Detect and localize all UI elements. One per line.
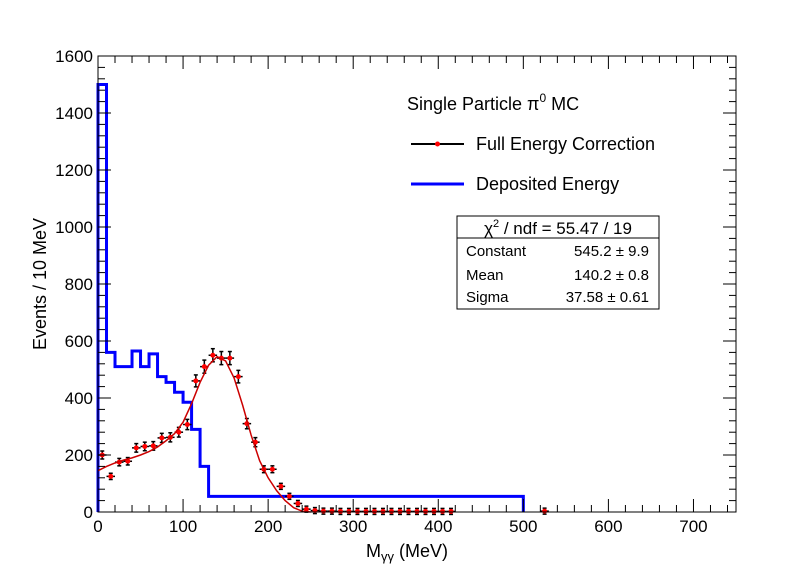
point-marker: [142, 443, 148, 449]
point-marker: [303, 506, 309, 512]
data-point: [123, 456, 133, 466]
data-point: [370, 507, 379, 516]
data-point: [378, 507, 388, 516]
data-point: [225, 350, 235, 366]
point-marker: [542, 508, 548, 514]
data-point: [412, 507, 422, 516]
data-point: [336, 507, 345, 516]
point-marker: [371, 508, 377, 514]
data-point: [106, 472, 116, 481]
point-marker: [380, 508, 386, 514]
legend-marker-dot: [435, 141, 440, 147]
stats-label-sigma: Sigma: [466, 289, 509, 306]
series-fit-curve: [97, 355, 311, 513]
y-tick-label: 1200: [55, 161, 93, 180]
data-point: [293, 499, 303, 508]
y-tick-label: 600: [65, 332, 93, 351]
point-marker: [346, 508, 352, 514]
fit-stats-box: χ2 / ndf = 55.47 / 19 Constant 545.2 ± 9…: [456, 215, 660, 310]
x-axis-title: Mγγ (MeV): [366, 541, 448, 564]
data-point: [429, 507, 439, 516]
point-marker: [405, 508, 411, 514]
data-point: [353, 507, 362, 516]
x-tick-labels: 0 100 200 300 400 500 600 700: [93, 517, 707, 536]
point-marker: [150, 443, 156, 449]
y-tick-labels: 0 200 400 600 800 1000 1200 1400 1600: [55, 47, 93, 522]
y-tick-label: 1400: [55, 104, 93, 123]
series-deposited-energy-step: [96, 83, 525, 512]
y-tick-label: 0: [84, 503, 93, 522]
legend-header: Single Particle π0 MC: [407, 91, 579, 114]
point-marker: [320, 508, 326, 514]
point-marker: [354, 508, 360, 514]
point-marker: [286, 493, 292, 499]
y-tick-label: 200: [65, 446, 93, 465]
data-point: [395, 507, 405, 516]
data-point: [438, 507, 447, 516]
data-point: [446, 507, 456, 516]
point-marker: [269, 466, 275, 472]
point-marker: [397, 508, 403, 514]
stats-value-constant: 545.2 ± 9.9: [574, 243, 649, 260]
x-tick-label: 300: [339, 517, 367, 536]
point-marker: [448, 508, 454, 514]
y-axis-title: Events / 10 MeV: [30, 218, 50, 350]
x-tick-label: 400: [424, 517, 452, 536]
point-marker: [363, 508, 369, 514]
point-marker: [210, 352, 216, 358]
data-point: [191, 374, 201, 388]
point-marker: [295, 500, 301, 506]
x-tick-label: 0: [93, 517, 102, 536]
y-tick-label: 1000: [55, 218, 93, 237]
y-tick-label: 1600: [55, 47, 93, 66]
stats-value-mean: 140.2 ± 0.8: [574, 267, 649, 284]
point-marker: [133, 445, 139, 451]
point-marker: [423, 508, 429, 514]
point-marker: [414, 508, 420, 514]
y-tick-label: 800: [65, 275, 93, 294]
data-point: [344, 507, 354, 516]
data-point: [361, 507, 371, 516]
data-point: [387, 507, 396, 516]
point-marker: [193, 378, 199, 384]
data-point: [404, 507, 413, 516]
series-layer: [96, 83, 549, 516]
point-marker: [337, 508, 343, 514]
point-marker: [431, 508, 437, 514]
tick-layer: [97, 55, 736, 513]
point-marker: [184, 422, 190, 428]
x-tick-label: 700: [679, 517, 707, 536]
point-marker: [440, 508, 446, 514]
data-point: [183, 418, 192, 431]
data-point: [234, 369, 243, 384]
point-marker: [235, 374, 241, 380]
legend: Single Particle π0 MC Full Energy Correc…: [407, 91, 655, 194]
data-point: [285, 492, 294, 501]
data-point: [276, 482, 286, 491]
data-point: [268, 465, 277, 474]
data-point: [421, 507, 430, 516]
stats-label-constant: Constant: [466, 243, 527, 260]
legend-entry-deposited: Deposited Energy: [476, 174, 619, 194]
data-point: [132, 442, 141, 453]
y-tick-label: 400: [65, 389, 93, 408]
point-marker: [159, 435, 165, 441]
point-marker: [176, 429, 182, 435]
x-tick-label: 100: [169, 517, 197, 536]
stats-chi2: χ2 / ndf = 55.47 / 19: [484, 218, 632, 238]
point-marker: [227, 355, 233, 361]
legend-entry-full-energy: Full Energy Correction: [476, 134, 655, 154]
data-point: [140, 441, 150, 452]
x-tick-label: 500: [509, 517, 537, 536]
x-tick-label: 600: [594, 517, 622, 536]
stats-label-mean: Mean: [466, 267, 504, 284]
point-marker: [388, 508, 394, 514]
point-marker: [329, 508, 335, 514]
point-marker: [201, 364, 207, 370]
point-marker: [108, 473, 114, 479]
point-marker: [278, 483, 284, 489]
x-tick-label: 200: [254, 517, 282, 536]
stats-value-sigma: 37.58 ± 0.61: [566, 289, 649, 306]
